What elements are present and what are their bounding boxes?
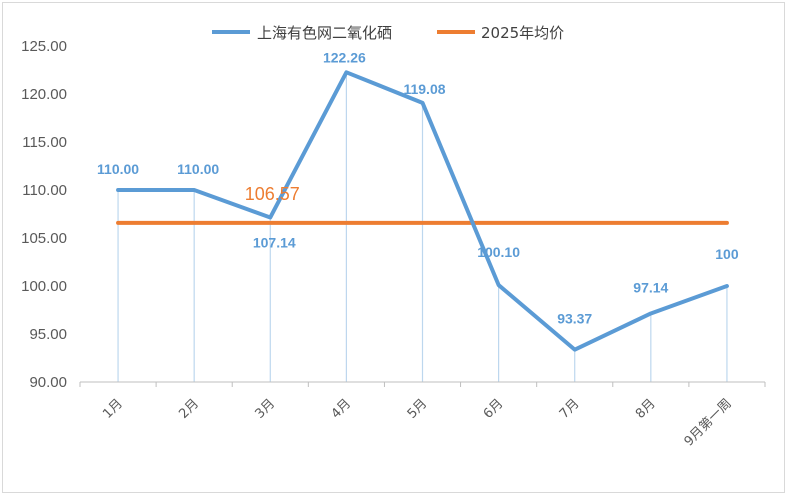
data-label: 122.26	[323, 49, 366, 65]
price-series	[116, 70, 729, 352]
average-data-label: 106.57	[245, 184, 300, 204]
data-label: 110.00	[97, 161, 139, 177]
y-tick-label: 120.00	[21, 86, 67, 103]
x-tick-label: 6月	[481, 396, 507, 422]
x-tick-label: 5月	[405, 396, 431, 422]
data-labels: 110.00 110.00 107.14 122.26 119.08 100.10 93.3…	[97, 49, 739, 326]
data-label: 107.14	[253, 234, 296, 250]
legend-label-price: 上海有色网二氧化硒	[257, 24, 392, 42]
y-tick-labels: 90.00 95.00 100.00 105.00 110.00 115.00 120.00…	[21, 38, 67, 391]
drop-lines	[117, 72, 728, 382]
data-label: 110.00	[177, 161, 219, 177]
data-label: 100	[715, 246, 739, 262]
y-tick-label: 90.00	[29, 374, 67, 391]
x-tick-label: 3月	[252, 396, 278, 422]
x-tick-labels: 1月 2月 3月 4月 5月 6月 7月 8月 9月第一周	[100, 396, 735, 449]
y-tick-label: 125.00	[21, 38, 67, 55]
legend-label-average: 2025年均价	[481, 24, 564, 42]
x-tick-label: 2月	[176, 396, 202, 422]
x-tick-label: 8月	[633, 396, 659, 422]
price-line	[116, 70, 729, 352]
y-tick-label: 115.00	[22, 134, 67, 151]
x-tick-label: 1月	[100, 396, 126, 422]
data-label: 97.14	[633, 279, 668, 295]
legend: 上海有色网二氧化硒 2025年均价	[212, 24, 564, 42]
y-tick-label: 100.00	[21, 278, 67, 295]
y-tick-label: 95.00	[29, 326, 67, 343]
axes	[79, 381, 766, 387]
data-label: 100.10	[477, 244, 520, 260]
y-tick-label: 105.00	[21, 230, 67, 247]
data-label: 93.37	[557, 311, 592, 327]
x-tick-label: 9月第一周	[682, 396, 735, 449]
data-label: 119.08	[403, 81, 445, 97]
y-tick-label: 110.00	[22, 182, 67, 199]
x-tick-label: 7月	[557, 396, 583, 422]
x-tick-label: 4月	[329, 396, 355, 422]
